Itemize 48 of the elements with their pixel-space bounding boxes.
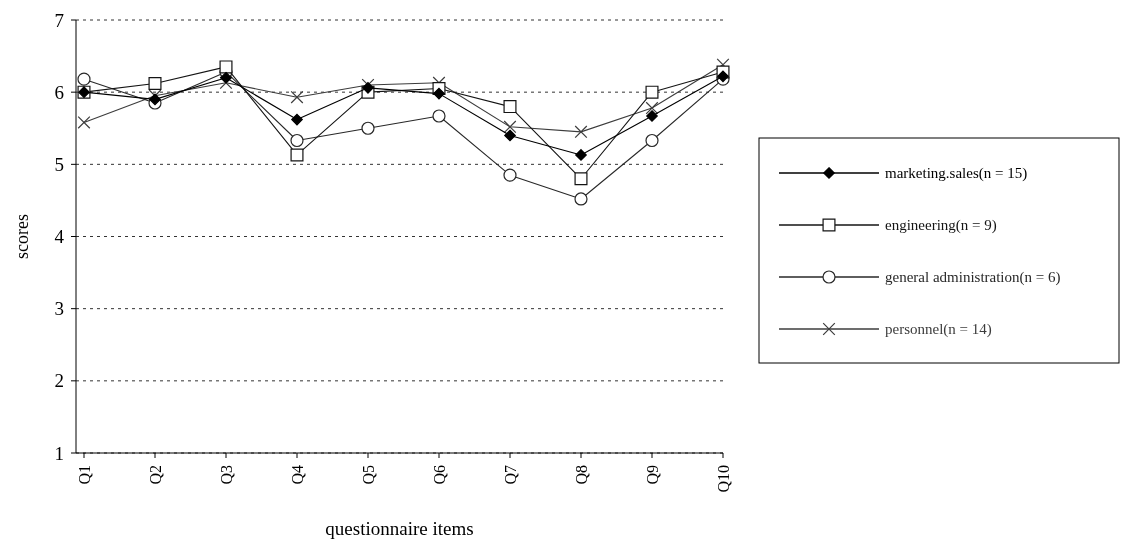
text: engineering(n = 9): [885, 217, 997, 235]
text: general administration(n = 6): [885, 269, 1061, 287]
x-tick-label: Q4: [288, 465, 306, 485]
point: [77, 72, 91, 86]
point: [220, 71, 232, 84]
point: [503, 120, 517, 134]
y-tick-label: 3: [54, 298, 64, 320]
point: [503, 100, 517, 114]
point: [645, 101, 659, 115]
point: [574, 172, 588, 186]
point: [645, 133, 659, 148]
point: [645, 85, 659, 99]
point: [646, 110, 658, 122]
x-tick-label: Q6: [430, 465, 448, 485]
x-tick-label: Q2: [146, 465, 164, 485]
point: [149, 93, 161, 106]
y-tick-label: 5: [54, 153, 64, 175]
point: [503, 168, 517, 182]
x-tick-label: Q5: [359, 465, 377, 485]
x-tick-label: Q7: [501, 465, 519, 485]
point: [433, 87, 445, 100]
point: [574, 125, 588, 139]
point: [361, 121, 375, 135]
y-tick-label: 2: [54, 370, 64, 392]
x-tick-label: Q8: [572, 465, 590, 485]
point: [290, 133, 304, 148]
point: [291, 113, 303, 126]
x-axis-title: questionnaire items: [325, 518, 474, 539]
y-tick-label: 4: [54, 226, 65, 248]
point: [148, 76, 162, 91]
point: [219, 60, 233, 74]
y-tick-label: 7: [54, 9, 64, 31]
point: [575, 149, 587, 161]
x-tick-label: Q10: [714, 465, 732, 493]
point: [432, 109, 446, 123]
x-tick-label: Q9: [643, 465, 661, 485]
y-axis-title: scores: [12, 214, 32, 259]
point: [290, 148, 304, 162]
y-tick-label: 1: [54, 442, 64, 464]
x-tick-label: Q1: [75, 465, 93, 485]
text: marketing.sales(n = 15): [885, 165, 1028, 183]
y-tick-label: 6: [54, 81, 64, 103]
point: [290, 90, 304, 104]
text: personnel(n = 14): [885, 321, 992, 339]
point: [77, 116, 91, 129]
point: [574, 192, 588, 206]
x-tick-label: Q3: [217, 465, 235, 485]
point: [504, 129, 516, 142]
